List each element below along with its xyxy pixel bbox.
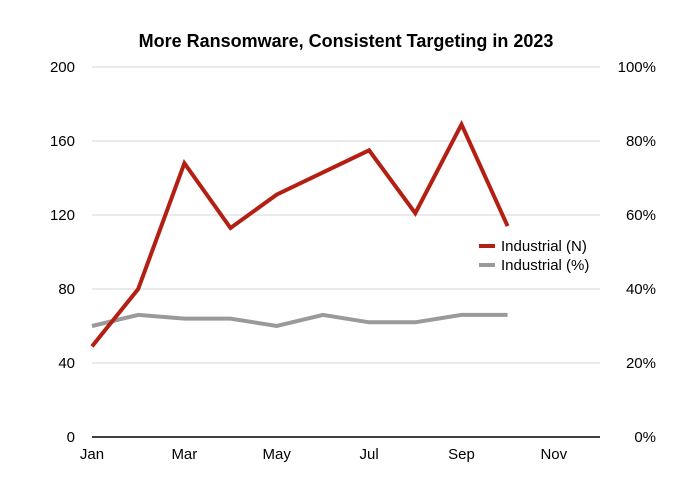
x-axis-ticks: Jan Mar May Jul Sep Nov [80,446,568,463]
left-y-axis-ticks: 0 40 80 120 160 200 [50,59,75,446]
x-tick-label: May [263,446,292,463]
left-y-tick-label: 0 [67,429,75,446]
x-tick-label: Nov [540,446,567,463]
x-tick-label: Jan [80,446,104,463]
left-y-tick-label: 160 [50,133,75,150]
right-y-tick-label: 20% [626,355,656,372]
left-y-tick-label: 80 [58,281,75,298]
left-y-tick-label: 120 [50,207,75,224]
series-line-industrial-n [92,124,508,346]
right-y-tick-label: 100% [618,59,656,76]
left-y-tick-label: 40 [58,355,75,372]
x-tick-label: Jul [359,446,378,463]
right-y-tick-label: 40% [626,281,656,298]
right-y-tick-label: 80% [626,133,656,150]
chart-title: More Ransomware, Consistent Targeting in… [139,31,554,51]
right-y-tick-label: 0% [634,429,656,446]
series-line-industrial-pct [92,315,508,326]
legend-label: Industrial (%) [501,257,589,274]
x-tick-label: Mar [171,446,197,463]
series-lines [92,124,508,346]
legend-label: Industrial (N) [501,238,587,255]
right-y-tick-label: 60% [626,207,656,224]
left-y-tick-label: 200 [50,59,75,76]
x-tick-label: Sep [448,446,475,463]
legend: Industrial (N) Industrial (%) [479,238,589,274]
right-y-axis-ticks: 0% 20% 40% 60% 80% 100% [618,59,656,446]
